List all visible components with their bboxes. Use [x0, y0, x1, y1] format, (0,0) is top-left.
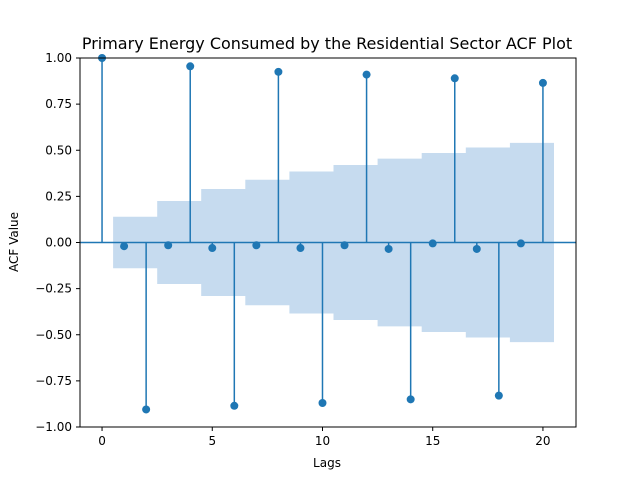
acf-point [450, 74, 459, 83]
x-axis-label: Lags [313, 456, 341, 470]
stem-layer [80, 54, 576, 414]
acf-point [318, 399, 327, 408]
y-tick-label: 0.50 [45, 143, 72, 157]
acf-point [208, 244, 217, 253]
y-tick-label: 0.00 [45, 236, 72, 250]
acf-point [296, 244, 305, 253]
acf-point [428, 239, 437, 248]
chart-title: Primary Energy Consumed by the Residenti… [82, 34, 572, 53]
y-tick-label: 1.00 [45, 51, 72, 65]
x-tick-label: 15 [425, 434, 440, 448]
acf-point [274, 67, 283, 76]
acf-point [406, 395, 415, 404]
acf-point [472, 244, 481, 253]
acf-point [340, 241, 349, 250]
acf-point [186, 62, 195, 71]
acf-point [252, 241, 261, 250]
y-tick-label: −0.50 [35, 328, 72, 342]
acf-point [538, 78, 547, 87]
y-tick-label: −1.00 [35, 420, 72, 434]
acf-point [362, 70, 371, 79]
y-tick-label: −0.25 [35, 282, 72, 296]
x-tick-label: 20 [535, 434, 550, 448]
y-tick-label: −0.75 [35, 374, 72, 388]
x-tick-label: 0 [98, 434, 106, 448]
acf-point [494, 391, 503, 400]
acf-point [384, 244, 393, 253]
y-axis-label: ACF Value [7, 212, 21, 272]
y-tick-label: 0.25 [45, 189, 72, 203]
acf-point [120, 242, 129, 251]
x-tick-label: 10 [315, 434, 330, 448]
acf-point [164, 241, 173, 250]
axes-layer: 0 5 10 15 20 −1.00 −0.75 −0.50 −0.25 0.00 0.25 0.50… [35, 51, 577, 448]
y-tick-label: 0.75 [45, 97, 72, 111]
acf-point [142, 405, 151, 414]
x-tick-label: 5 [208, 434, 216, 448]
acf-point [230, 401, 239, 410]
acf-point [516, 239, 525, 248]
